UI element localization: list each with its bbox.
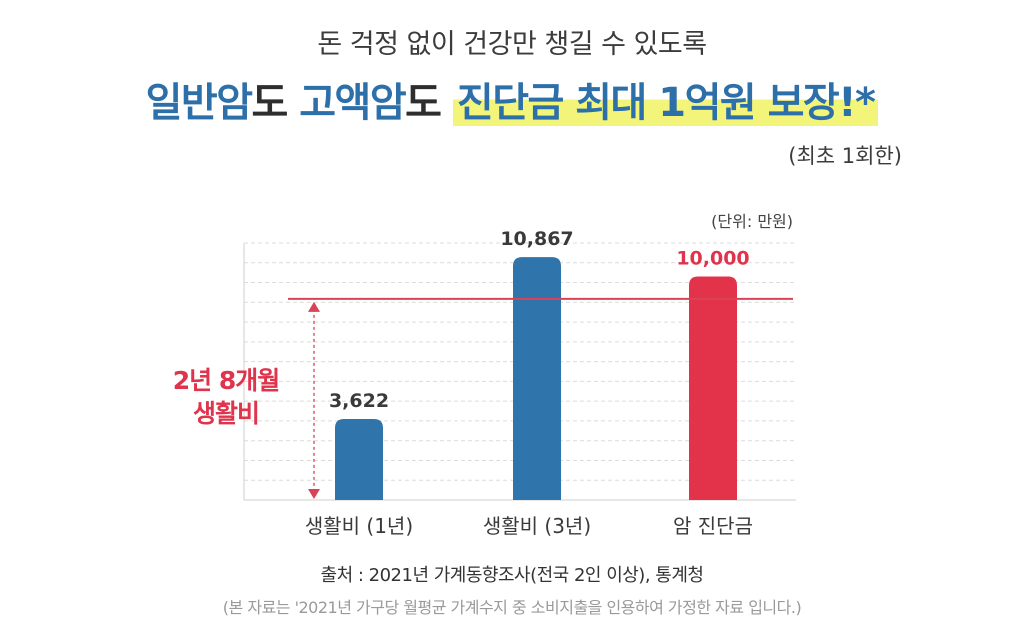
headline-particle-1: 도 <box>251 80 300 126</box>
period-annotation-line2: 생활비 <box>193 399 259 428</box>
limit-note: (최초 1회한) <box>788 144 902 168</box>
arrow-head-down <box>308 489 320 499</box>
source-text: 출처 : 2021년 가계동향조사(전국 2인 이상), 통계청 <box>320 565 704 586</box>
value-label-1: 3,622 <box>329 390 389 412</box>
bar-3 <box>689 276 737 500</box>
category-label-2: 생활비 (3년) <box>483 514 591 538</box>
arrow-head-up <box>308 301 320 312</box>
category-label-3: 암 진단금 <box>673 514 753 538</box>
bar-1 <box>335 419 383 500</box>
subtitle: 돈 걱정 없이 건강만 챙길 수 있도록 <box>317 29 707 60</box>
value-label-3: 10,000 <box>676 248 749 270</box>
headline-highlight: 진단금 최대 1억원 보장!* <box>452 80 879 126</box>
headline-particle-2: 도 <box>405 80 453 126</box>
headline-general-cancer: 일반암 <box>145 80 253 126</box>
bars: 3,622 생활비 (1년) 10,867 생활비 (3년) 10,000 암 진단금 <box>305 228 753 538</box>
category-label-1: 생활비 (1년) <box>305 514 413 538</box>
headline: 일반암도 고액암도 진단금 최대 1억원 보장!* <box>0 70 1024 128</box>
unit-label: (단위: 만원) <box>711 212 793 231</box>
headline-high-cost-cancer: 고액암 <box>299 80 406 126</box>
disclaimer-text: (본 자료는 '2021년 가구당 월평균 가계수지 중 소비지출을 인용하여 … <box>222 598 802 617</box>
period-arrow <box>308 301 320 499</box>
value-label-2: 10,867 <box>500 228 573 250</box>
bar-2 <box>513 257 561 500</box>
period-annotation-line1: 2년 8개월 <box>173 366 280 395</box>
